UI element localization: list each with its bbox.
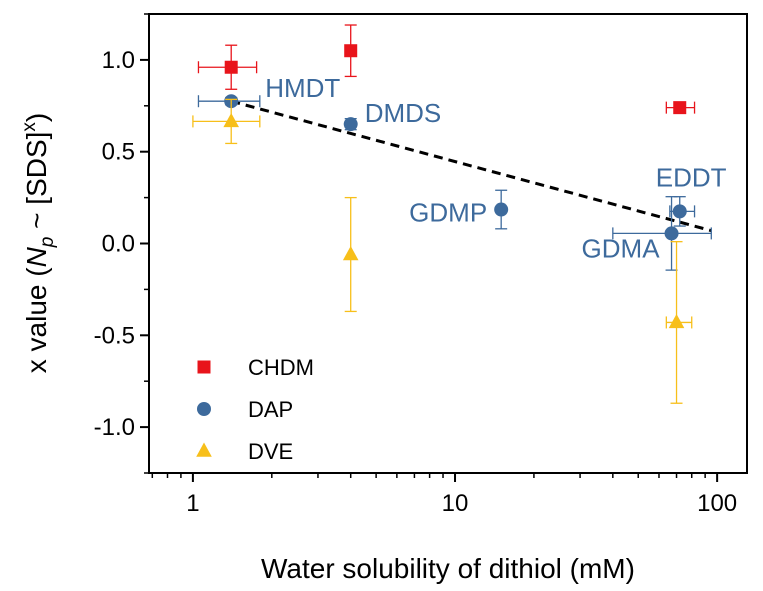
data-point: [664, 226, 679, 241]
fit-line: [230, 99, 712, 233]
data-marks: [192, 24, 712, 404]
legend: CHDM DAP DVE: [196, 355, 314, 464]
legend-item-dap: DAP: [197, 397, 293, 422]
point-label-gdmp: GDMP: [409, 198, 487, 228]
legend-item-dve: DVE: [196, 439, 293, 464]
y-axis-title-part-4: ~ [SDS]: [21, 132, 52, 237]
data-point: [224, 60, 238, 74]
y-axis-title: x value (Np ~ [SDS]x): [19, 113, 58, 374]
y-axis-title-part-6: ): [21, 113, 52, 122]
y-axis-title-part-5: x: [19, 122, 40, 132]
x-tick-label: 10: [442, 490, 469, 517]
x-tick-label: 1: [186, 490, 199, 517]
y-tick-label: 0.0: [102, 231, 135, 258]
legend-label: DAP: [248, 397, 293, 422]
point-label-gdma: GDMA: [582, 233, 661, 263]
fit-line-group: [230, 99, 712, 233]
x-tick-label: 100: [697, 490, 737, 517]
legend-marker: [196, 442, 212, 457]
y-tick-label: -0.5: [94, 322, 135, 349]
data-point: [343, 117, 358, 132]
y-axis-title-part-3: p: [37, 237, 58, 249]
legend-marker: [197, 360, 211, 374]
y-axis-title-part-1: x value (: [21, 267, 52, 373]
legend-item-chdm: CHDM: [197, 355, 314, 380]
legend-label: DVE: [248, 439, 293, 464]
data-point: [673, 101, 687, 115]
y-axis-title-part-2: N: [21, 246, 52, 267]
axis-ticks: [140, 13, 719, 482]
legend-marker: [197, 402, 211, 416]
data-point: [494, 202, 509, 217]
x-tick-labels: 1 10 100: [186, 490, 737, 517]
data-point: [342, 246, 359, 261]
point-labels: HMDT DMDS GDMP EDDT GDMA: [265, 73, 726, 263]
y-tick-labels: 1.0 0.5 0.0 -0.5 -1.0: [94, 47, 135, 441]
x-axis-title: Water solubility of dithiol (mM): [261, 553, 635, 584]
series-dve: [192, 98, 693, 404]
y-tick-label: 1.0: [102, 47, 135, 74]
data-point: [672, 204, 687, 219]
y-tick-label: 0.5: [102, 139, 135, 166]
point-label-hmdt: HMDT: [265, 73, 340, 103]
legend-label: CHDM: [248, 355, 314, 380]
data-point: [344, 44, 358, 58]
y-tick-label: -1.0: [94, 414, 135, 441]
data-point: [668, 313, 685, 329]
data-point: [223, 112, 240, 128]
point-label-eddt: EDDT: [656, 162, 727, 192]
point-label-dmds: DMDS: [365, 98, 442, 128]
series-chdm: [197, 24, 696, 115]
